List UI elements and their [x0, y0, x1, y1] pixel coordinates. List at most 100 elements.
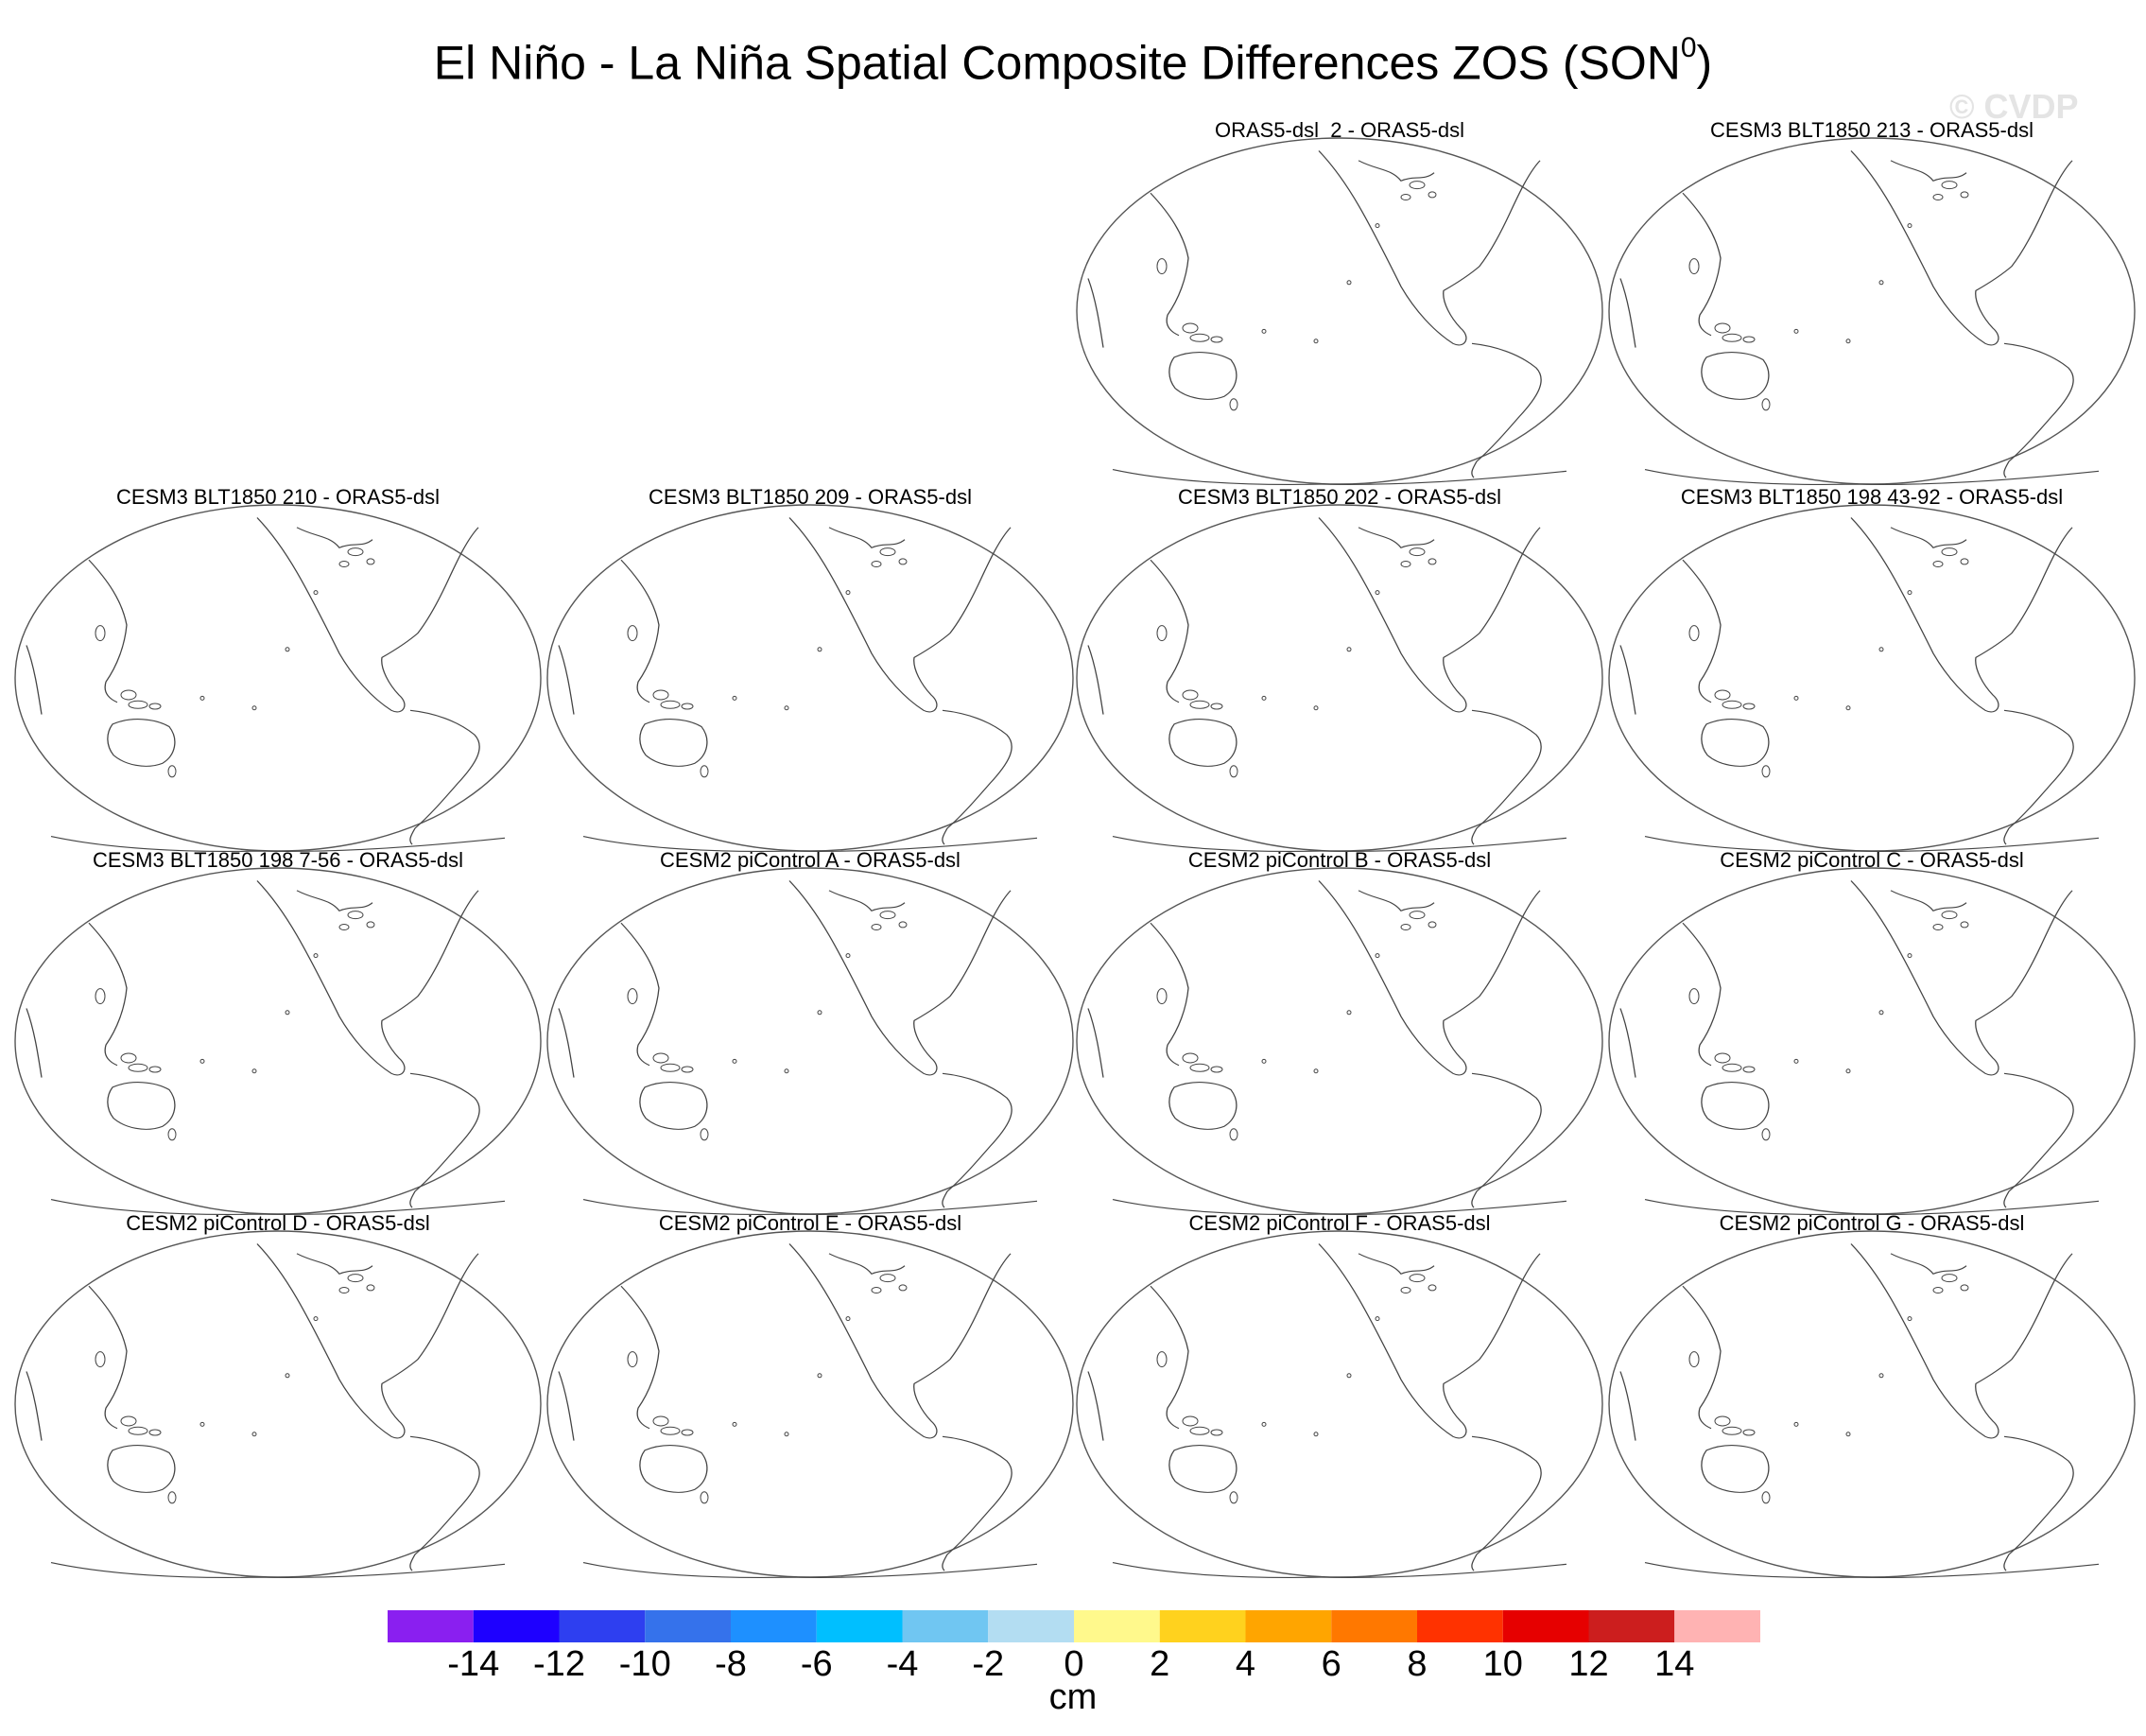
- island: [1960, 1284, 1969, 1292]
- map-boundary: [546, 867, 1074, 1215]
- map-panel: CESM2 piControl C - ORAS5-dsl: [1607, 847, 2137, 1216]
- island: [199, 695, 205, 701]
- island: [1714, 689, 1731, 701]
- robinson-map: [1076, 137, 1603, 485]
- island: [1761, 765, 1771, 778]
- island: [1742, 1429, 1756, 1436]
- island: [338, 561, 350, 567]
- colorbar-tick-label: -4: [886, 1644, 919, 1684]
- island: [1400, 924, 1411, 930]
- coastline: [2003, 1435, 2074, 1571]
- island: [251, 1068, 257, 1074]
- coastline: [409, 709, 480, 845]
- island: [879, 547, 896, 557]
- coastline: [1850, 150, 2073, 346]
- robinson-map: [546, 1230, 1074, 1578]
- coastline: [1701, 1445, 1770, 1493]
- coastline: [50, 1199, 506, 1215]
- coastline: [620, 1285, 660, 1430]
- colorbar-tick-label: 10: [1482, 1644, 1523, 1684]
- map-boundary: [546, 1230, 1074, 1578]
- island: [1907, 953, 1912, 959]
- coastline: [639, 1082, 708, 1130]
- island: [1845, 1432, 1851, 1437]
- coastline: [582, 836, 1038, 852]
- island: [627, 988, 638, 1005]
- island: [784, 1432, 789, 1437]
- colorbar-tick-label: 6: [1321, 1644, 1341, 1684]
- island: [1400, 561, 1411, 567]
- island: [700, 1491, 709, 1504]
- island: [1375, 590, 1380, 596]
- coastline: [50, 836, 506, 852]
- coastline: [1890, 890, 1967, 912]
- island: [1845, 339, 1851, 344]
- coastline: [1644, 1199, 2100, 1215]
- island: [1189, 1063, 1210, 1072]
- colorbar-tick-label: -10: [618, 1644, 671, 1684]
- island: [898, 921, 908, 929]
- figure-title: El Niño - La Niña Spatial Composite Diff…: [0, 21, 2146, 96]
- coastline: [582, 1199, 1038, 1215]
- coastline: [828, 890, 906, 912]
- coastline: [1318, 517, 1541, 713]
- island: [1714, 1415, 1731, 1427]
- coastline: [107, 1082, 176, 1130]
- island: [1722, 700, 1742, 709]
- island: [1346, 647, 1352, 652]
- island: [845, 590, 851, 596]
- coastline: [1168, 719, 1237, 767]
- coastline: [256, 1243, 479, 1439]
- map-panel: CESM3 BLT1850 202 - ORAS5-dsl: [1075, 484, 1604, 853]
- coastline: [50, 1562, 506, 1578]
- island: [1229, 1491, 1238, 1504]
- island: [1845, 1068, 1851, 1074]
- island: [95, 988, 106, 1005]
- map-panel: CESM3 BLT1850 198 43-92 - ORAS5-dsl: [1607, 484, 2137, 853]
- coastline: [1112, 1199, 1567, 1215]
- island: [1932, 924, 1944, 930]
- coastline: [1087, 645, 1104, 715]
- coastline: [409, 1435, 480, 1571]
- island: [660, 1063, 681, 1072]
- island: [1878, 647, 1884, 652]
- map-boundary: [1076, 1230, 1603, 1578]
- coastline: [788, 1243, 1012, 1439]
- coastline: [942, 1072, 1012, 1208]
- island: [1742, 1066, 1756, 1073]
- island: [1261, 328, 1267, 334]
- coastline: [788, 880, 1012, 1076]
- island: [879, 911, 896, 920]
- coastline: [828, 527, 906, 549]
- island: [120, 689, 137, 701]
- island: [285, 1010, 290, 1016]
- island: [817, 647, 822, 652]
- coastline: [1619, 1008, 1636, 1078]
- island: [347, 1274, 364, 1283]
- island: [1932, 561, 1944, 567]
- island: [1261, 1058, 1267, 1064]
- island: [681, 703, 694, 710]
- coastline: [1644, 836, 2100, 852]
- map-boundary: [14, 504, 542, 852]
- island: [1409, 547, 1426, 557]
- coastline: [1358, 890, 1435, 912]
- coastline: [1358, 527, 1435, 549]
- coastline: [107, 1445, 176, 1493]
- island: [871, 1287, 882, 1293]
- coastline: [26, 1371, 43, 1441]
- map-panel: CESM2 piControl D - ORAS5-dsl: [13, 1210, 543, 1579]
- colorbar-tick-label: -2: [972, 1644, 1005, 1684]
- island: [1793, 695, 1799, 701]
- map-panel: CESM3 BLT1850 213 - ORAS5-dsl: [1607, 117, 2137, 486]
- island: [313, 590, 319, 596]
- island: [1409, 911, 1426, 920]
- island: [1907, 223, 1912, 229]
- colorbar-box: [1331, 1610, 1417, 1642]
- coastline: [942, 709, 1012, 845]
- island: [1428, 921, 1437, 929]
- island: [1210, 703, 1223, 710]
- coastline: [256, 517, 479, 713]
- colorbar-tick-label: -6: [800, 1644, 833, 1684]
- coastline: [1682, 922, 1722, 1067]
